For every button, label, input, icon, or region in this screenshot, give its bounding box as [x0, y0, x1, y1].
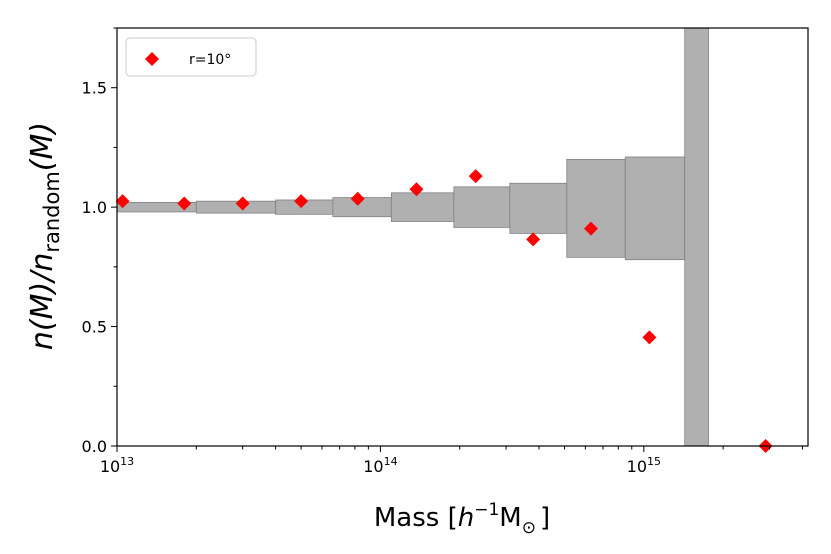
y-axis-title-sub: random: [40, 171, 64, 252]
data-point-2: [235, 196, 250, 211]
y-axis-title: n(M)/nrandom(M): [25, 122, 64, 350]
x-tick-label-0: 1013: [100, 455, 134, 476]
error-band-bin-1: [195, 200, 276, 214]
legend: r=10°: [125, 37, 257, 77]
data-point-6: [468, 169, 483, 184]
data-point-3: [294, 194, 309, 209]
data-point-0: [115, 194, 130, 209]
x-tick-label-base: 10: [363, 457, 383, 476]
data-points: [115, 169, 773, 453]
y-tick-label-1: 0.5: [82, 318, 107, 337]
error-band-bin-6: [509, 182, 568, 234]
error-band-bin-4: [390, 192, 455, 222]
y-axis-title-b: (M): [25, 122, 60, 171]
y-tick-label-2: 1.0: [82, 198, 107, 217]
x-axis-title-h: h: [458, 503, 474, 533]
x-tick-label-exp: 15: [647, 455, 661, 468]
error-band-bin-8: [624, 156, 686, 261]
x-axis-title-pre: Mass [: [374, 503, 458, 533]
x-tick-label-exp: 13: [120, 455, 134, 468]
legend-label: r=10°: [189, 52, 231, 68]
legend-marker-diamond: [145, 52, 159, 66]
plot-frame: [116, 27, 809, 447]
error-band: [116, 27, 709, 447]
x-axis-title-m: M: [499, 503, 521, 533]
data-point-5: [409, 182, 424, 197]
x-axis-title: Mass [h−1M⊙]: [374, 500, 550, 538]
y-axis-title-a: n(M)/n: [25, 253, 60, 350]
x-axis-ticks: 1013 1014 1015: [100, 446, 803, 476]
y-tick-label-0: 0.0: [82, 437, 107, 456]
data-point-9: [642, 330, 657, 345]
x-axis-title-sup: −1: [474, 500, 499, 520]
x-tick-label-2: 1015: [627, 455, 661, 476]
y-axis-ticks: 0.0 0.5 1.0 1.5: [82, 27, 117, 456]
data-point-4: [350, 191, 365, 206]
error-band-bin-7: [566, 158, 626, 258]
data-point-8: [583, 221, 598, 236]
data-point-7: [526, 232, 541, 247]
error-band-bin-9: [684, 27, 709, 447]
y-tick-label-3: 1.5: [82, 79, 107, 98]
x-axis-title-sub: ⊙: [522, 518, 536, 538]
x-axis-title-post: ]: [540, 503, 550, 533]
x-tick-label-base: 10: [100, 457, 120, 476]
legend-box: [125, 37, 257, 77]
data-point-1: [177, 196, 192, 211]
x-tick-label-base: 10: [627, 457, 647, 476]
x-tick-label-exp: 14: [384, 455, 398, 468]
x-tick-label-1: 1014: [363, 455, 397, 476]
error-band-bin-5: [453, 186, 511, 228]
